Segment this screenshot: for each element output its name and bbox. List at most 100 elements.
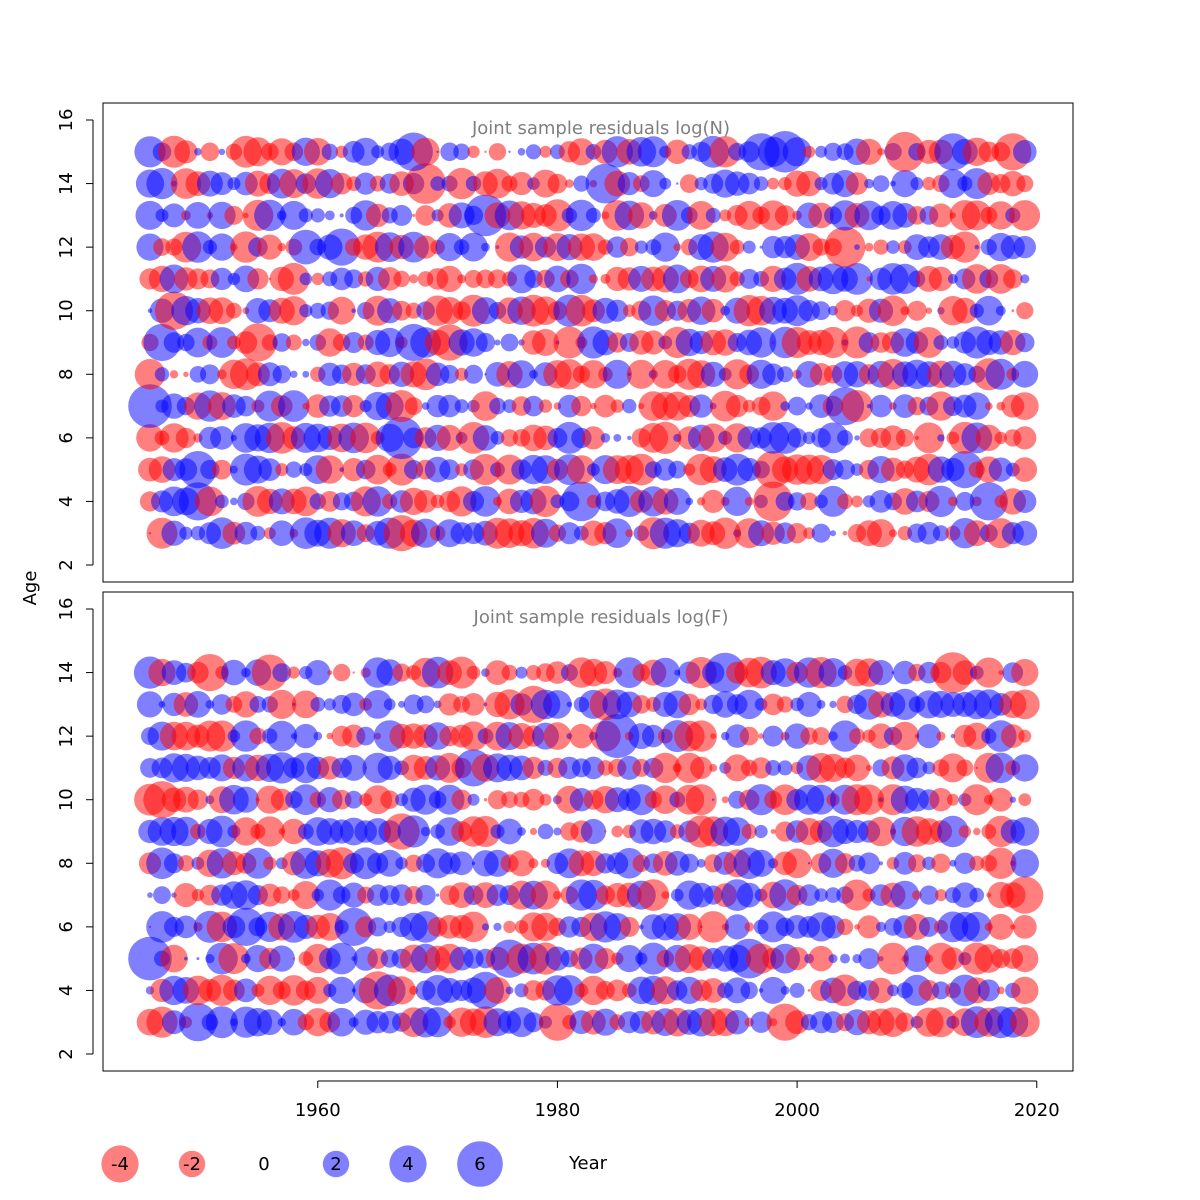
bubble-point	[705, 207, 721, 223]
panel-log-f-bubbles	[128, 652, 1044, 1042]
bubble-point	[928, 266, 954, 292]
bubble-point	[340, 754, 367, 781]
bubble-point	[994, 431, 1007, 445]
bubble-point	[710, 232, 740, 262]
bubble-point	[290, 370, 298, 378]
bubble-point	[910, 177, 924, 191]
bubble-point	[254, 199, 286, 232]
bubble-point	[906, 300, 927, 321]
bubble-point	[639, 170, 667, 198]
bubble-point	[637, 879, 670, 911]
size-legend: -4 -2 0 2 4 6	[101, 1141, 503, 1187]
bubble-point	[619, 916, 640, 937]
bubble-point	[580, 818, 607, 845]
bubble-point	[439, 459, 460, 480]
bubble-point	[215, 494, 229, 509]
bubble-point	[750, 757, 772, 779]
bubble-point	[984, 402, 993, 410]
bubble-point	[342, 395, 365, 418]
bubble-point	[907, 854, 926, 873]
bubble-point	[741, 823, 757, 840]
y-tick-label: 10	[56, 788, 77, 811]
bubble-point	[864, 242, 874, 252]
bubble-point	[654, 820, 677, 843]
bubble-point	[961, 784, 993, 816]
bubble-point	[585, 207, 601, 223]
bubble-point	[932, 525, 949, 542]
x-tick-label: 1960	[295, 1100, 341, 1121]
bubble-point	[230, 720, 262, 752]
bubble-point	[212, 459, 232, 480]
y-tick-label: 16	[56, 109, 77, 132]
bubble-point	[747, 849, 775, 877]
bubble-point	[522, 756, 545, 780]
bubble-point	[829, 720, 861, 752]
bubble-point	[174, 140, 198, 164]
bubble-point	[1011, 754, 1039, 782]
bubble-point	[462, 693, 485, 716]
bubble-point	[298, 208, 313, 223]
bubble-point	[726, 394, 749, 418]
panel-log-n-bubbles	[128, 131, 1041, 552]
bubble-point	[617, 172, 641, 196]
bubble-point	[232, 786, 259, 813]
bubble-point	[459, 232, 488, 262]
bubble-point	[742, 240, 756, 254]
bubble-point	[496, 818, 523, 845]
bubble-point	[323, 228, 361, 266]
bubble-point	[785, 1010, 809, 1035]
bubble-point	[272, 365, 291, 384]
bubble-point	[391, 300, 412, 321]
bubble-point	[753, 481, 793, 522]
bubble-point	[834, 300, 856, 322]
bubble-point	[811, 523, 831, 543]
bubble-point	[668, 460, 687, 479]
bubble-point	[1011, 659, 1039, 687]
bubble-point	[782, 137, 812, 167]
panel-log-f-frame	[102, 591, 1074, 1072]
panel-log-f-title: Joint sample residuals log(F)	[473, 607, 729, 628]
bubble-point	[457, 274, 467, 284]
bubble-point	[739, 726, 759, 746]
bubble-point	[251, 654, 288, 691]
bubble-point	[310, 208, 325, 223]
bubble-point	[171, 816, 201, 847]
bubble-point	[1013, 426, 1037, 450]
legend-label: 6	[474, 1154, 485, 1175]
bubble-point	[974, 295, 1004, 326]
bubble-point	[812, 727, 831, 746]
bubble-point	[565, 179, 574, 188]
bubble-point	[917, 521, 941, 545]
y-tick-label: 4	[56, 496, 77, 507]
bubble-point	[685, 720, 717, 752]
bubble-point	[187, 789, 209, 810]
bubble-point	[709, 517, 741, 549]
bubble-point	[529, 827, 538, 836]
bubble-point	[565, 199, 598, 232]
bubble-point	[160, 944, 188, 973]
bubble-point	[931, 981, 950, 1000]
bubble-point	[515, 666, 528, 679]
bubble-point	[650, 752, 681, 784]
bubble-point	[205, 1006, 238, 1039]
y-tick-label: 12	[56, 236, 77, 259]
bubble-point	[327, 1007, 357, 1037]
bubble-point	[678, 693, 701, 716]
bubble-point	[554, 359, 585, 390]
bubble-point	[500, 429, 519, 447]
bubble-point	[855, 138, 883, 165]
bubble-point	[128, 384, 172, 428]
bubble-point	[895, 1012, 915, 1032]
bubble-point	[341, 692, 366, 717]
x-tick-label: 2000	[774, 1100, 820, 1121]
bubble-point	[837, 430, 853, 446]
bubble-point	[620, 237, 639, 257]
bubble-point	[351, 308, 357, 314]
bubble-point	[595, 714, 640, 759]
bubble-point	[818, 658, 848, 688]
bubble-point	[906, 757, 928, 779]
bubble-point	[164, 853, 184, 874]
bubble-point	[573, 175, 590, 192]
bubble-point	[614, 848, 645, 879]
bubble-point	[1013, 235, 1036, 259]
